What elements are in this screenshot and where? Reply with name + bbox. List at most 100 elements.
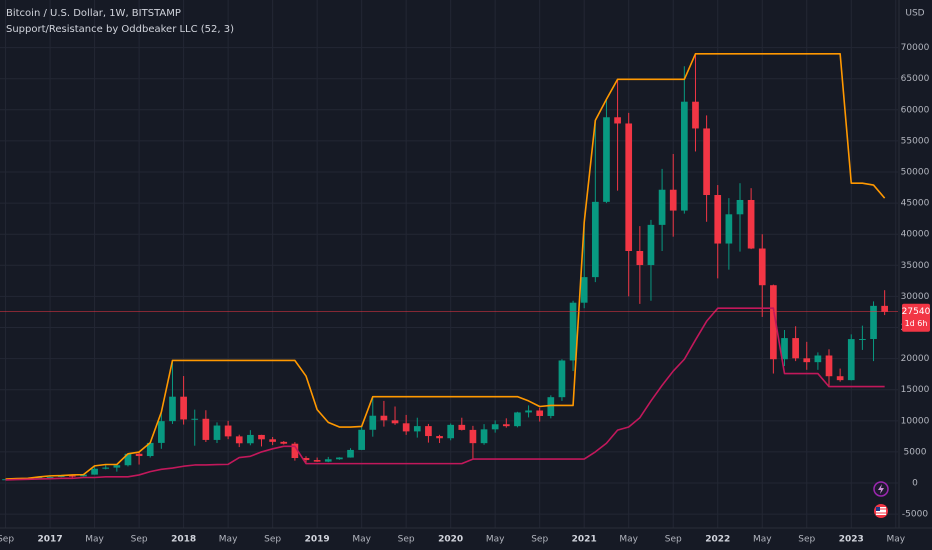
overlay-line: [5, 53, 886, 480]
candle-body: [747, 199, 755, 249]
candle-body: [302, 458, 310, 461]
x-tick-label: 2017: [38, 535, 63, 545]
x-tick-label: Sep: [531, 535, 548, 545]
candle-body: [113, 465, 121, 468]
candle-body: [636, 250, 644, 266]
x-tick-label: May: [486, 535, 505, 545]
candle-body: [313, 460, 321, 462]
candle-body: [803, 358, 811, 363]
candle-body: [269, 439, 276, 442]
candle-body: [213, 425, 221, 440]
candle-body: [280, 441, 288, 444]
candle-body: [158, 421, 165, 443]
candle-body: [625, 123, 633, 251]
x-tick-label: May: [352, 535, 371, 545]
candle-body: [591, 201, 599, 278]
candle-body: [436, 436, 443, 439]
candle-body: [580, 277, 588, 303]
candle-body: [614, 117, 621, 124]
overlay-line: [5, 307, 885, 481]
y-tick-label: 20000: [901, 354, 930, 364]
candle-body: [669, 189, 677, 211]
candle-body: [603, 117, 610, 202]
y-tick-label: 30000: [901, 292, 930, 302]
x-tick-label: 2018: [171, 535, 196, 545]
candle-body: [180, 396, 187, 420]
candle-body: [525, 410, 532, 413]
candle-body: [102, 467, 110, 469]
candle-body: [146, 442, 154, 457]
candle-body: [324, 459, 332, 462]
x-tick-label: May: [619, 535, 638, 545]
candle-body: [391, 420, 399, 424]
candle-body: [91, 468, 98, 475]
candle-body: [692, 101, 699, 129]
candle-body: [881, 305, 888, 312]
y-tick-label: 65000: [901, 74, 930, 84]
candle-body: [859, 339, 866, 341]
candle-body: [536, 410, 544, 416]
x-tick-label: May: [753, 535, 772, 545]
y-tick-label: 5000: [904, 447, 927, 457]
candle-body: [569, 302, 577, 361]
candle-body: [480, 429, 488, 444]
x-tick-label: Sep: [665, 535, 682, 545]
candle-body: [46, 476, 54, 478]
y-tick-label: 10000: [901, 416, 930, 426]
y-tick-label: 40000: [901, 230, 930, 240]
candle-body: [347, 449, 354, 458]
candle-body: [814, 355, 822, 363]
plot: [0, 53, 898, 481]
candle-body: [369, 415, 377, 430]
last-price-label: 27540: [902, 307, 931, 317]
last-price-box: [902, 303, 930, 332]
x-tick-label: Sep: [131, 535, 148, 545]
candle-body: [402, 423, 410, 432]
candle-body: [258, 434, 265, 440]
candle-body: [825, 355, 833, 377]
x-tick-label: 2019: [305, 535, 330, 545]
candle-body: [758, 248, 766, 286]
candle-body: [502, 424, 510, 427]
x-tick-label: Sep: [0, 535, 14, 545]
candle-body: [725, 214, 733, 244]
candle-body: [458, 424, 466, 430]
icon-flash[interactable]: [873, 481, 889, 497]
y-tick-label: 0: [912, 479, 918, 489]
candle-body: [80, 474, 87, 477]
x-tick-label: 2020: [438, 535, 463, 545]
x-tick-label: 2021: [572, 535, 597, 545]
candle-body: [413, 426, 421, 432]
candle-body: [792, 338, 799, 359]
candle-body: [781, 338, 788, 360]
candle-body: [647, 224, 655, 266]
candle-body: [191, 418, 199, 420]
candle-body: [68, 475, 76, 477]
candle-body: [681, 101, 688, 211]
candle-body: [247, 434, 254, 444]
candle-body: [770, 285, 777, 360]
candle-body: [714, 195, 722, 244]
candle-body: [224, 425, 232, 437]
candle-body: [558, 360, 566, 398]
candle-body: [291, 443, 299, 459]
candle-body: [169, 396, 176, 422]
icon-flag[interactable]: [874, 504, 888, 518]
x-tick-label: May: [886, 535, 905, 545]
candle-body: [235, 436, 243, 444]
x-tick-label: May: [219, 535, 238, 545]
candle-body: [703, 128, 710, 196]
candle-body: [547, 397, 555, 416]
y-tick-label: 50000: [901, 167, 930, 177]
y-tick-label: 35000: [901, 261, 930, 271]
x-tick-label: 2022: [705, 535, 730, 545]
candle-body: [124, 453, 132, 466]
chart-title: Bitcoin / U.S. Dollar, 1W, BITSTAMP: [6, 8, 181, 19]
candle-body: [836, 376, 844, 381]
candle-body: [847, 339, 855, 381]
candle-body: [447, 424, 455, 439]
candle-body: [736, 199, 744, 215]
